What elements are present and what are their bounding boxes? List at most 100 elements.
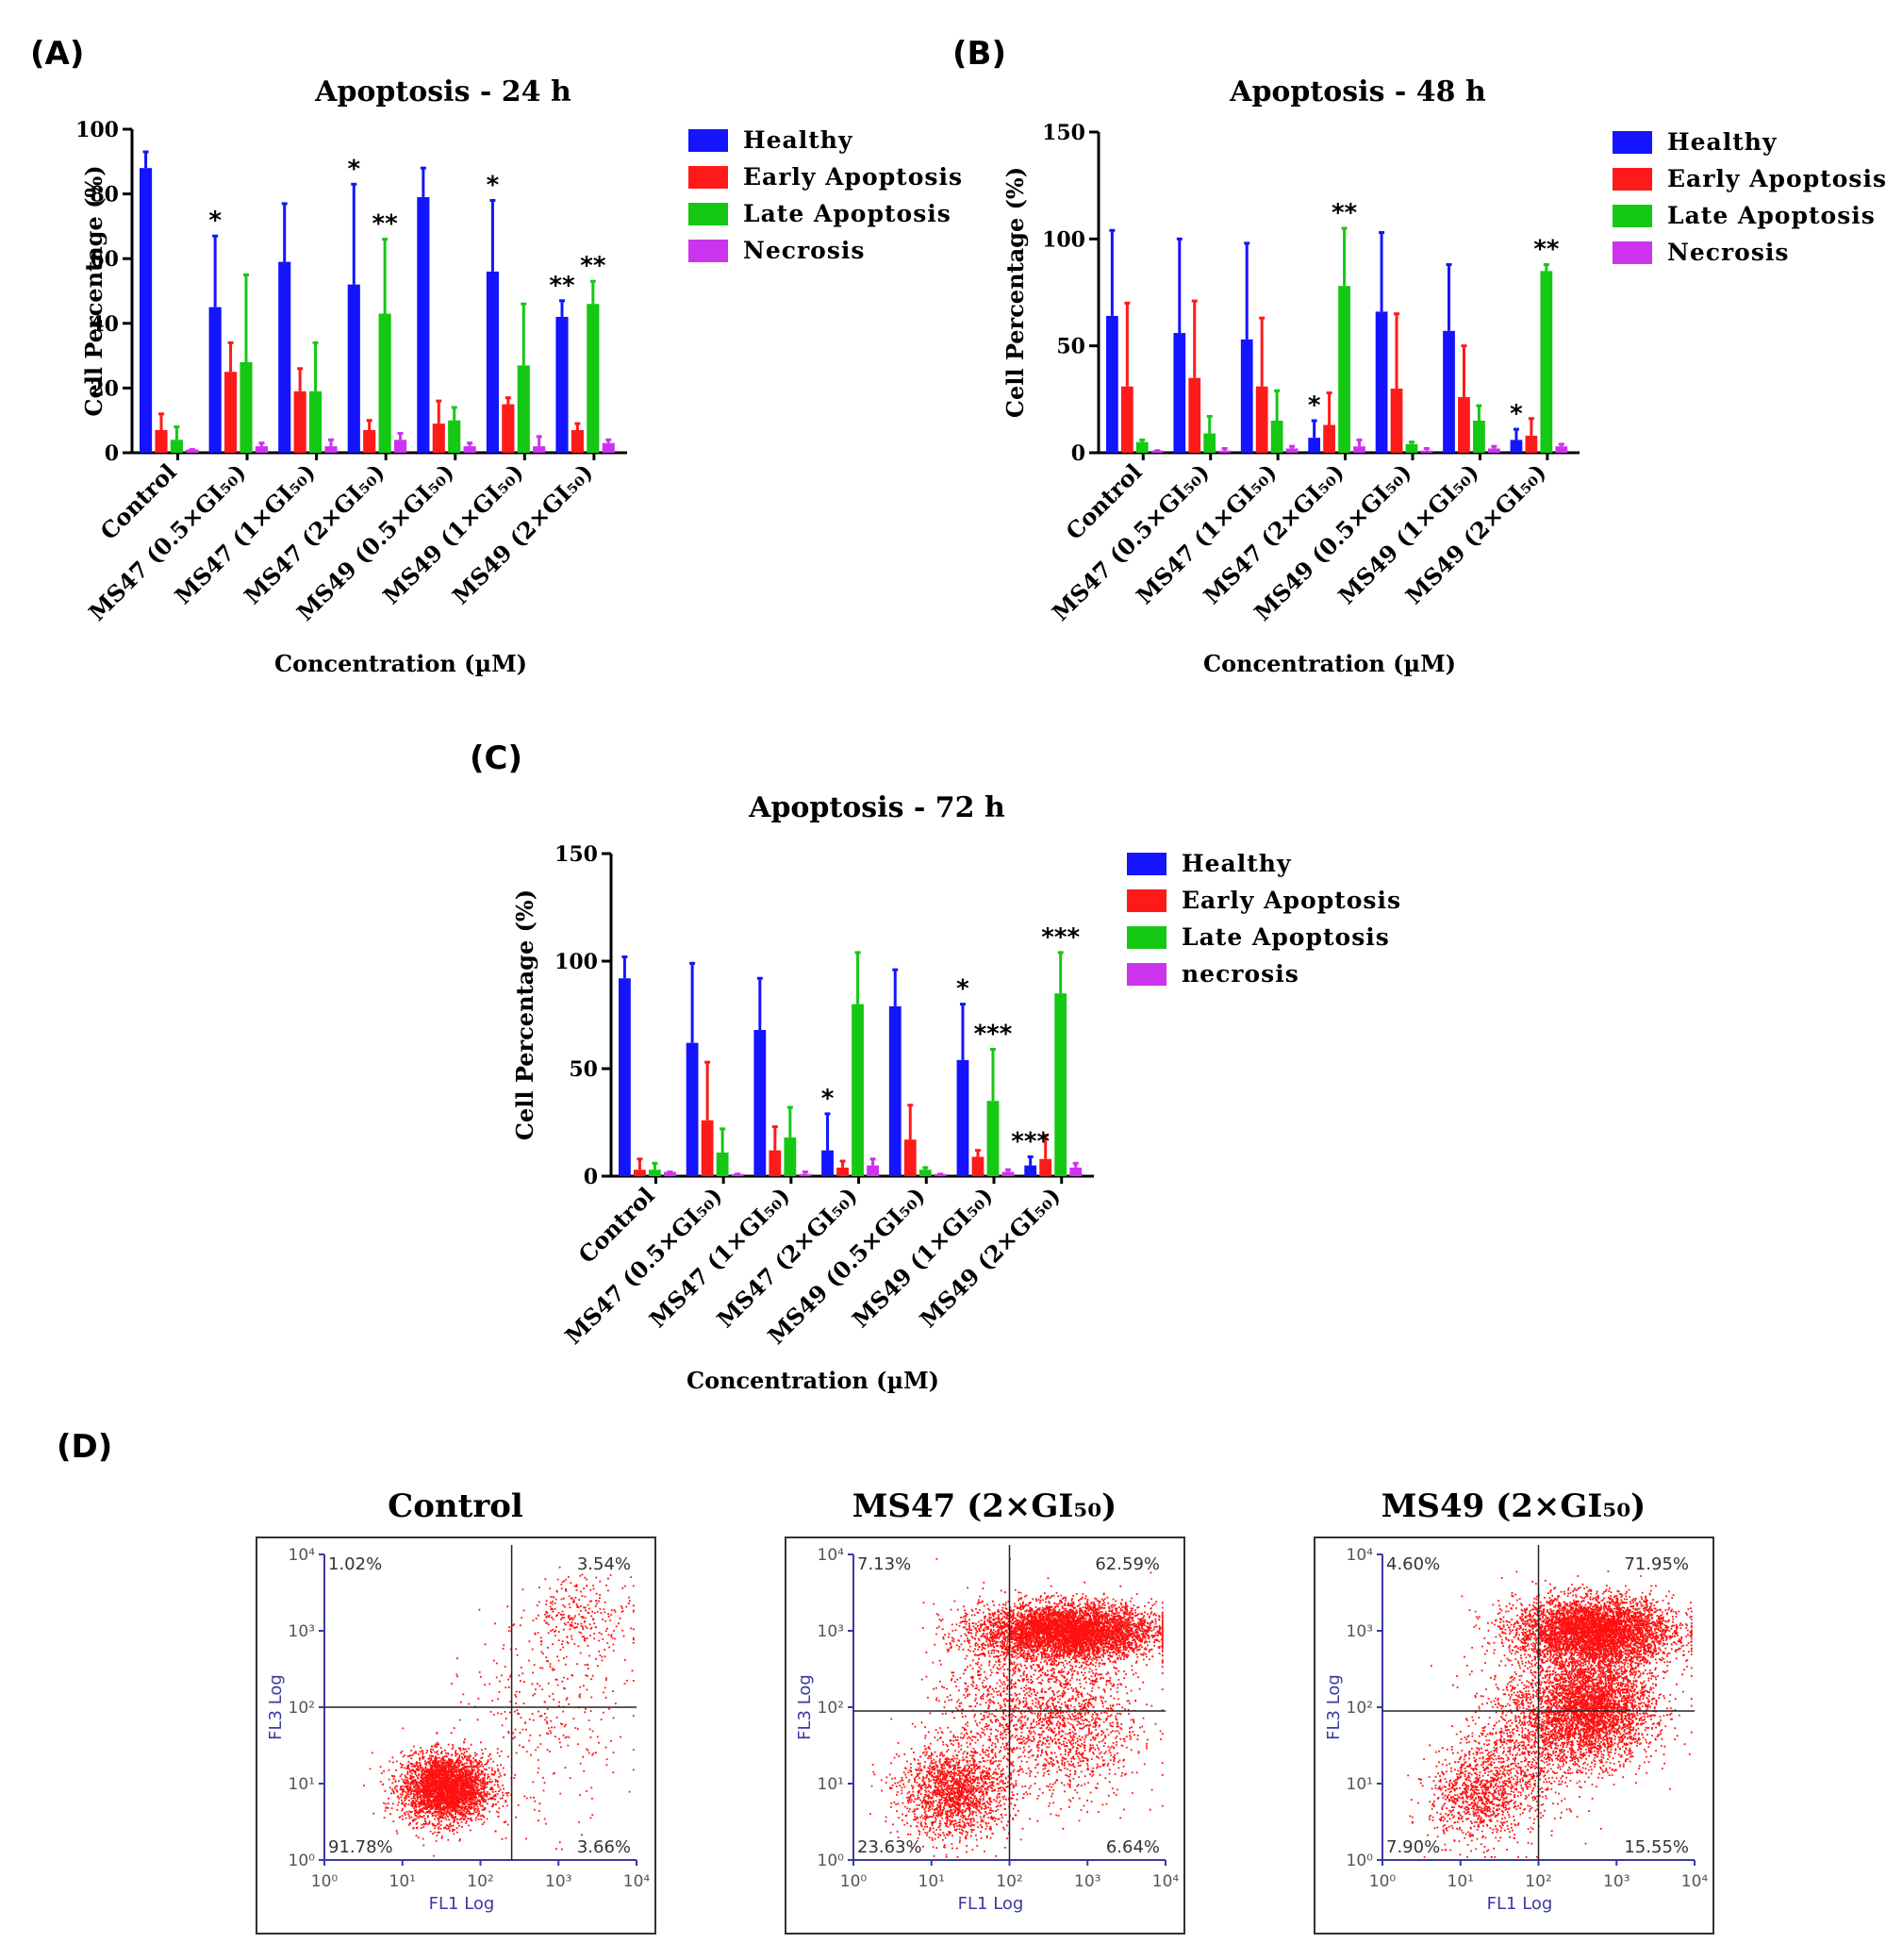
flow-x-label: FL1 Log (958, 1894, 1024, 1914)
bar-healthy (821, 1150, 834, 1176)
quadrant-lr: 15.55% (1624, 1837, 1689, 1857)
bar-early-apoptosis (1188, 377, 1201, 453)
bar-necrosis (602, 442, 615, 453)
bar-late-apoptosis (240, 361, 253, 453)
bar-healthy (140, 168, 153, 453)
legend-label: Healthy (1667, 128, 1778, 156)
flow-y-tick-label: 10² (1347, 1699, 1373, 1718)
legend-swatch-2 (688, 203, 728, 225)
bar-necrosis (664, 1171, 676, 1176)
bar-necrosis (393, 440, 407, 453)
flow-y-tick-label: 10⁰ (289, 1852, 316, 1870)
y-tick-label: 0 (105, 441, 119, 466)
y-tick-label: 100 (1042, 227, 1085, 252)
bar-early-apoptosis (701, 1120, 714, 1176)
quadrant-ll: 91.78% (328, 1837, 393, 1857)
significance-marker: ** (372, 210, 399, 239)
flow-x-tick-label: 10⁰ (1369, 1872, 1397, 1891)
significance-marker: * (1510, 400, 1523, 428)
flow-x-tick-label: 10¹ (918, 1872, 945, 1891)
legend-swatch-0 (688, 129, 728, 152)
bar-necrosis (731, 1173, 744, 1176)
bar-early-apoptosis (634, 1170, 646, 1176)
bar-necrosis (1218, 450, 1232, 453)
bar-late-apoptosis (1405, 443, 1418, 453)
bar-necrosis (1001, 1171, 1015, 1176)
bar-necrosis (1285, 448, 1299, 453)
quadrant-ur: 71.95% (1624, 1554, 1689, 1574)
y-tick-label: 150 (1042, 121, 1085, 145)
flow-y-tick-label: 10³ (818, 1622, 844, 1641)
y-tick-label: 100 (554, 950, 598, 974)
flow-plot-title: Control (388, 1487, 523, 1525)
quadrant-lr: 3.66% (577, 1837, 631, 1857)
flow-plot-title: MS47 (2×GI₅₀) (852, 1487, 1117, 1525)
flow-y-tick-label: 10⁴ (818, 1546, 845, 1565)
bar-necrosis (934, 1173, 947, 1176)
significance-marker: ** (580, 252, 606, 280)
significance-marker: *** (974, 1020, 1013, 1048)
y-axis-label: Cell Percentage (%) (80, 165, 108, 416)
bar-late-apoptosis (716, 1152, 729, 1176)
bar-late-apoptosis (308, 390, 323, 453)
flow-x-label: FL1 Log (1487, 1894, 1553, 1914)
legend-label: Early Apoptosis (743, 163, 963, 191)
chart-0-group: (A) Apoptosis - 24 h 0 20 40 60 80 100 Cell Perc… (30, 35, 963, 677)
legend-swatch-2 (1613, 205, 1652, 227)
bar-healthy (1024, 1165, 1037, 1176)
bar-late-apoptosis (1473, 421, 1485, 453)
flow-x-tick-label: 10² (467, 1872, 493, 1891)
flow-x-tick-label: 10⁰ (311, 1872, 339, 1891)
flow-plot-frame (256, 1536, 656, 1935)
bar-late-apoptosis (1270, 421, 1283, 453)
flow-y-tick-label: 10¹ (289, 1775, 315, 1794)
flow-x-tick-label: 10⁰ (840, 1872, 868, 1891)
y-tick-label: 50 (569, 1057, 598, 1082)
flow-x-tick-label: 10¹ (1448, 1872, 1474, 1891)
bar-early-apoptosis (1525, 435, 1538, 453)
bar-early-apoptosis (571, 429, 584, 453)
flow-plot-title: MS49 (2×GI₅₀) (1381, 1487, 1646, 1525)
bar-late-apoptosis (1135, 441, 1149, 453)
flow-x-tick-label: 10⁴ (623, 1872, 651, 1891)
bar-early-apoptosis (502, 404, 515, 453)
flow-y-tick-label: 10³ (289, 1622, 315, 1641)
legend-label: necrosis (1182, 960, 1299, 988)
bar-healthy (1173, 333, 1186, 453)
flow-x-tick-label: 10⁴ (1681, 1872, 1709, 1891)
y-tick-label: 100 (75, 118, 119, 142)
bar-healthy (956, 1059, 969, 1176)
bar-necrosis (1150, 450, 1164, 453)
y-tick-label: 80 (90, 183, 119, 208)
significance-marker: * (821, 1085, 835, 1113)
legend-swatch-0 (1127, 853, 1166, 875)
significance-marker: * (347, 155, 360, 183)
bar-necrosis (533, 446, 546, 453)
y-tick-label: 50 (1056, 335, 1085, 359)
bar-late-apoptosis (448, 420, 461, 453)
bar-late-apoptosis (649, 1170, 661, 1176)
significance-marker: * (956, 975, 969, 1004)
bar-early-apoptosis (293, 390, 306, 453)
flow-plot-2: MS49 (2×GI₅₀) 10⁰ 10¹ 10² 10³ 10⁴ 10⁰ 10¹ 10² 10³… (1314, 1487, 1714, 1935)
bar-late-apoptosis (986, 1101, 1000, 1176)
y-axis-label: Cell Percentage (%) (511, 889, 538, 1140)
chart-title: Apoptosis - 72 h (748, 791, 1005, 824)
quadrant-ul: 4.60% (1386, 1554, 1440, 1574)
bar-early-apoptosis (769, 1150, 782, 1176)
bar-healthy (486, 271, 499, 453)
bar-necrosis (799, 1173, 812, 1176)
bar-early-apoptosis (903, 1139, 917, 1176)
legend-label: Necrosis (743, 237, 865, 264)
bar-early-apoptosis (1120, 386, 1133, 453)
bar-early-apoptosis (155, 429, 168, 453)
flow-x-tick-label: 10¹ (389, 1872, 416, 1891)
quadrant-ll: 7.90% (1386, 1837, 1440, 1857)
flow-plot-1: MS47 (2×GI₅₀) 10⁰ 10¹ 10² 10³ 10⁴ 10⁰ 10¹ 10² 10³… (785, 1487, 1185, 1935)
bar-late-apoptosis (918, 1170, 932, 1176)
flow-y-tick-label: 10⁴ (1347, 1546, 1374, 1565)
bar-healthy (888, 1005, 902, 1176)
legend-swatch-3 (1613, 241, 1652, 264)
bar-early-apoptosis (971, 1156, 984, 1176)
bar-healthy (208, 307, 222, 453)
